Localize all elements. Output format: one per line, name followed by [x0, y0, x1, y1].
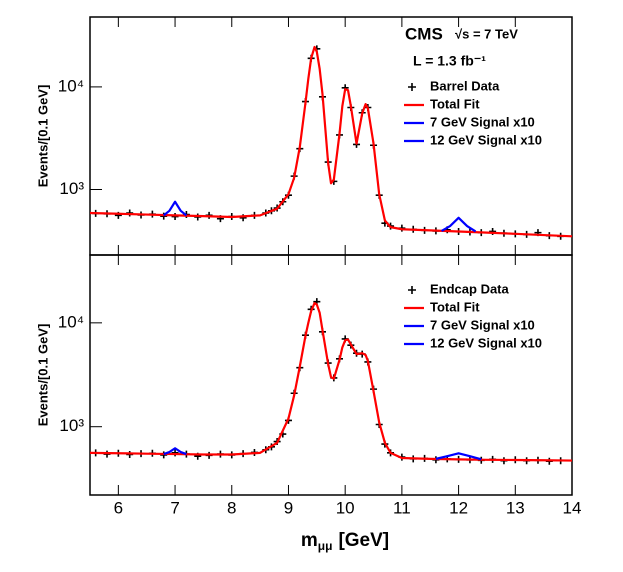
x-tick-label: 10 — [336, 498, 355, 517]
plot-frame — [89, 254, 573, 496]
series-line — [89, 45, 573, 238]
legend-marker — [408, 286, 416, 294]
legend-label: Total Fit — [430, 299, 480, 314]
x-tick-label: 9 — [284, 498, 293, 517]
legend-marker — [408, 83, 416, 91]
series-line — [89, 301, 573, 462]
x-tick-label: 14 — [563, 498, 582, 517]
legend-label: Barrel Data — [430, 78, 500, 93]
x-tick-label: 6 — [114, 498, 123, 517]
y-tick-label: 10³ — [59, 179, 84, 198]
annotation: √s = 7 TeV — [455, 26, 518, 41]
x-label-subscript: μμ — [318, 539, 333, 553]
x-label-unit: [GeV] — [338, 530, 389, 551]
annotation: L = 1.3 fb⁻¹ — [413, 53, 486, 69]
x-tick-label: 13 — [506, 498, 525, 517]
y-axis-label: Events/[0.1 GeV] — [35, 324, 50, 427]
legend-label: 7 GeV Signal x10 — [430, 114, 535, 129]
y-tick-label: 10⁴ — [58, 76, 84, 95]
series-line — [163, 200, 188, 217]
y-tick-label: 10⁴ — [58, 312, 84, 331]
x-tick-label: 8 — [227, 498, 236, 517]
x-axis-label: mμμ [GeV] — [301, 530, 389, 553]
legend-label: Endcap Data — [430, 281, 510, 296]
annotation: CMS — [405, 24, 443, 43]
series-line — [441, 216, 477, 233]
legend-label: 12 GeV Signal x10 — [430, 132, 542, 147]
x-tick-label: 12 — [449, 498, 468, 517]
series-line — [163, 447, 187, 456]
x-tick-label: 7 — [170, 498, 179, 517]
y-axis-label: Events/[0.1 GeV] — [35, 85, 50, 188]
y-tick-label: 10³ — [59, 416, 84, 435]
legend-label: 12 GeV Signal x10 — [430, 335, 542, 350]
x-label-symbol: m — [301, 530, 318, 551]
series-line — [435, 452, 482, 461]
x-tick-label: 11 — [393, 498, 411, 517]
legend-label: Total Fit — [430, 96, 480, 111]
legend-label: 7 GeV Signal x10 — [430, 317, 535, 332]
data-point — [171, 213, 179, 221]
data-point — [171, 449, 179, 457]
